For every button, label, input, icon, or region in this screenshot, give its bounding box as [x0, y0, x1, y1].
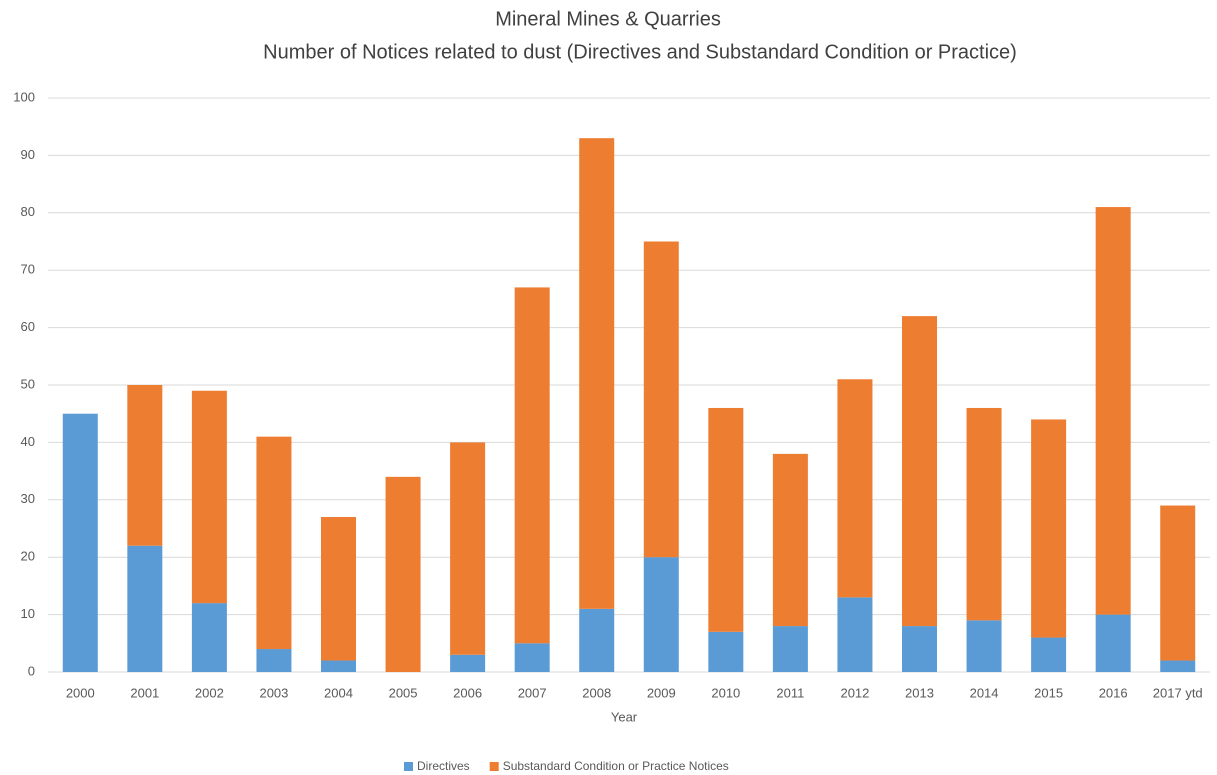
bar-segment: [837, 597, 873, 672]
x-tick-label: 2016: [1099, 685, 1128, 700]
bar-segment: [966, 407, 1002, 621]
y-tick-label: 70: [21, 262, 35, 277]
bar-segment: [643, 557, 679, 672]
bar-segment: [772, 453, 808, 627]
x-tick-label: 2010: [711, 685, 740, 700]
bar-segment: [514, 643, 550, 672]
y-tick-label: 50: [21, 376, 35, 391]
bar-segment: [902, 626, 937, 672]
bar-segment: [321, 517, 356, 661]
bar-segment: [837, 379, 873, 598]
bar-segment: [966, 620, 1002, 672]
y-tick-label: 0: [28, 663, 35, 678]
x-tick-label: 2012: [840, 685, 869, 700]
bar-segment: [450, 654, 486, 672]
bar-segment: [191, 390, 227, 604]
bar-segment: [450, 442, 486, 655]
chart-title: Mineral Mines & Quarries: [495, 8, 721, 30]
bar-segment: [643, 241, 679, 558]
chart-subtitle: Number of Notices related to dust (Direc…: [263, 41, 1017, 63]
x-tick-label: 2003: [259, 685, 288, 700]
legend-label: Directives: [417, 759, 470, 773]
x-tick-label: 2015: [1034, 685, 1063, 700]
x-tick-label: 2014: [970, 685, 999, 700]
x-tick-label: 2009: [647, 685, 676, 700]
bar-segment: [902, 316, 937, 627]
x-tick-label: 2005: [389, 685, 418, 700]
y-tick-label: 60: [21, 319, 35, 334]
x-tick-label: 2017 ytd: [1153, 685, 1203, 700]
x-axis-label: Year: [611, 709, 638, 724]
bar-segment: [62, 413, 98, 672]
bar-segment: [514, 287, 550, 644]
bar-segment: [1095, 614, 1131, 672]
y-tick-label: 10: [21, 606, 35, 621]
x-tick-label: 2006: [453, 685, 482, 700]
legend-swatch: [404, 762, 413, 771]
bar-segment: [772, 626, 808, 672]
y-tick-label: 20: [21, 549, 35, 564]
y-tick-label: 90: [21, 147, 35, 162]
x-tick-label: 2001: [130, 685, 159, 700]
y-tick-label: 40: [21, 434, 35, 449]
bar-segment: [385, 476, 421, 672]
x-tick-label: 2002: [195, 685, 224, 700]
bar-segment: [579, 608, 615, 672]
bar-segment: [708, 631, 744, 672]
bar-segment: [708, 407, 744, 632]
bar-segment: [127, 545, 163, 672]
x-tick-label: 2008: [582, 685, 611, 700]
x-tick-label: 2007: [518, 685, 547, 700]
y-tick-label: 100: [13, 89, 35, 104]
legend-label: Substandard Condition or Practice Notice…: [503, 759, 729, 773]
bar-segment: [1160, 660, 1196, 672]
bar-segment: [191, 603, 227, 672]
legend-swatch: [489, 762, 499, 771]
bar-segment: [256, 649, 292, 672]
bar-segment: [127, 385, 163, 546]
x-tick-label: 2013: [905, 685, 934, 700]
x-tick-label: 2011: [776, 685, 804, 700]
bar-segment: [1095, 207, 1131, 615]
bar-segment: [1031, 637, 1067, 672]
y-tick-label: 30: [21, 491, 35, 506]
y-tick-label: 80: [21, 204, 35, 219]
bar-segment: [1031, 419, 1067, 638]
bar-segment: [1160, 505, 1196, 661]
bar-segment: [256, 436, 292, 650]
bar-segment: [579, 138, 615, 609]
x-tick-label: 2004: [324, 685, 353, 700]
x-tick-label: 2000: [66, 685, 95, 700]
bar-segment: [321, 660, 356, 672]
